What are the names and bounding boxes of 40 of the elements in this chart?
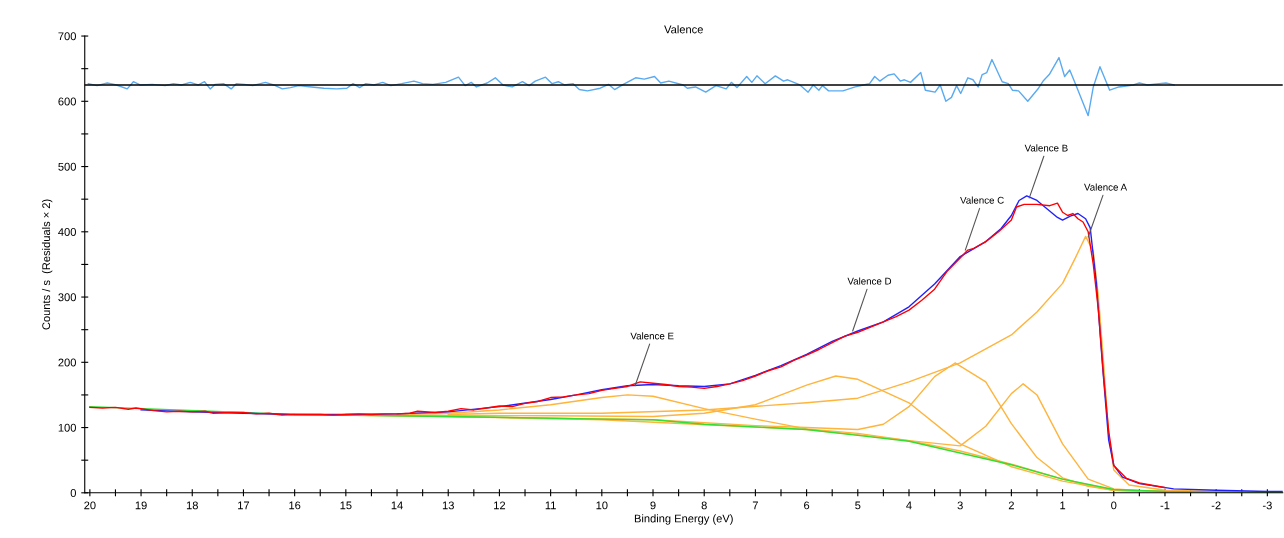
annotation: Valence D (847, 277, 892, 285)
annotation: Valence A (1084, 183, 1128, 191)
x-tick-label: -2 (1211, 501, 1221, 510)
x-tick-label: -1 (1160, 501, 1170, 510)
y-tick-label: 700 (58, 32, 76, 41)
x-tick-label: 19 (135, 501, 147, 510)
x-tick-label: -3 (1262, 501, 1272, 510)
x-tick-label: 0 (1111, 501, 1117, 510)
y-tick-label: 500 (58, 162, 76, 171)
x-tick-label: 8 (701, 501, 707, 510)
x-tick-label: 1 (1060, 501, 1066, 510)
x-tick-label: 5 (855, 501, 861, 510)
x-tick-label: 17 (238, 501, 250, 510)
y-tick-label: 300 (58, 293, 76, 302)
x-tick-label: 7 (752, 501, 758, 510)
chart-title: Valence (664, 25, 703, 34)
x-tick-label: 6 (804, 501, 810, 510)
annotation: Valence B (1024, 144, 1068, 152)
y-tick-label: 400 (58, 228, 76, 236)
x-tick-label: 4 (906, 501, 912, 510)
x-tick-label: 3 (957, 501, 963, 510)
y-tick-label: 600 (58, 97, 76, 106)
y-tick-label: 0 (70, 489, 76, 497)
x-tick-label: 16 (289, 501, 301, 510)
y-tick-label: 100 (58, 423, 76, 432)
x-tick-label: 14 (391, 501, 403, 510)
x-tick-label: 12 (494, 501, 506, 510)
x-tick-label: 9 (650, 501, 656, 510)
x-tick-label: 2 (1008, 501, 1014, 510)
y-axis-title: Counts / s (Residuals × 2) (41, 199, 53, 330)
x-tick-label: 20 (84, 501, 96, 510)
x-axis-title: Binding Energy (eV) (634, 514, 733, 525)
y-tick-label: 200 (58, 358, 76, 367)
x-tick-label: 18 (186, 501, 198, 510)
x-tick-label: 13 (442, 501, 454, 510)
x-tick-label: 15 (340, 501, 352, 510)
x-tick-label: 11 (545, 501, 556, 510)
annotation: Valence E (630, 332, 674, 340)
x-tick-label: 10 (596, 501, 608, 510)
annotation: Valence C (960, 196, 1004, 204)
